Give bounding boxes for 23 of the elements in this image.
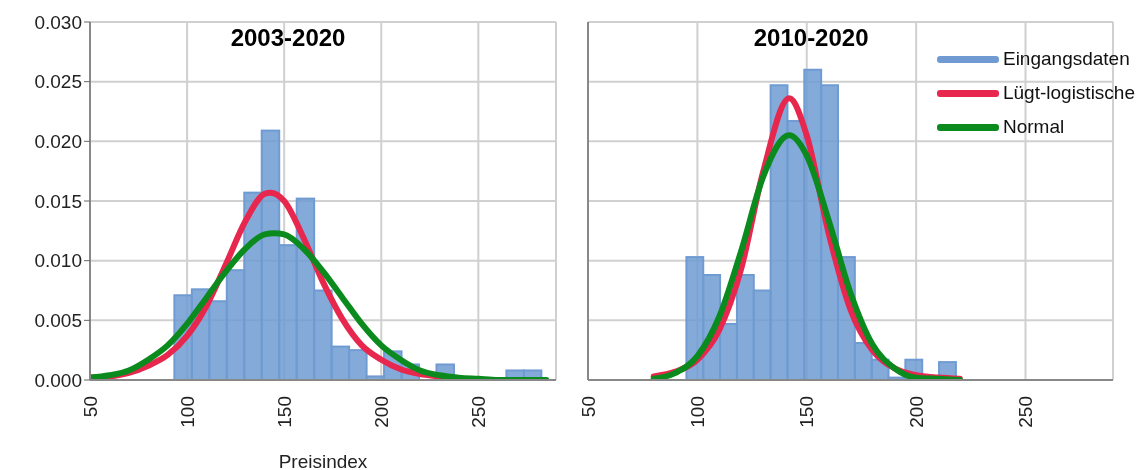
legend-label: Lügt-logistische	[1002, 82, 1135, 104]
y-tick-label: 0.025	[34, 71, 82, 93]
x-tick-label: 50	[79, 396, 101, 418]
x-tick-label: 200	[370, 396, 392, 428]
x-tick-label: 100	[176, 396, 198, 428]
y-tick-label: 0.030	[34, 11, 82, 33]
y-tick-label: 0.000	[34, 369, 82, 391]
x-tick-label: 150	[273, 396, 295, 428]
y-tick-label: 0.005	[34, 310, 82, 332]
x-tick-label: 150	[796, 396, 818, 428]
x-tick-label: 250	[1015, 396, 1036, 428]
legend-label: Eingangsdaten	[1002, 48, 1130, 70]
x-tick-label: 100	[686, 396, 708, 428]
y-tick-label: 0.015	[34, 190, 82, 212]
x-tick-label: 200	[905, 396, 927, 428]
y-tick-label: 0.020	[34, 131, 82, 153]
y-tick-label: 0.010	[34, 250, 82, 272]
legend-label: Normal	[1002, 116, 1065, 138]
x-tick-label: 250	[467, 396, 489, 428]
chart-title: 2010-2020	[753, 24, 869, 51]
x-axis-title: Preisindex	[278, 451, 368, 470]
x-tick-label: 50	[577, 396, 599, 418]
chart-title: 2003-2020	[229, 24, 347, 52]
